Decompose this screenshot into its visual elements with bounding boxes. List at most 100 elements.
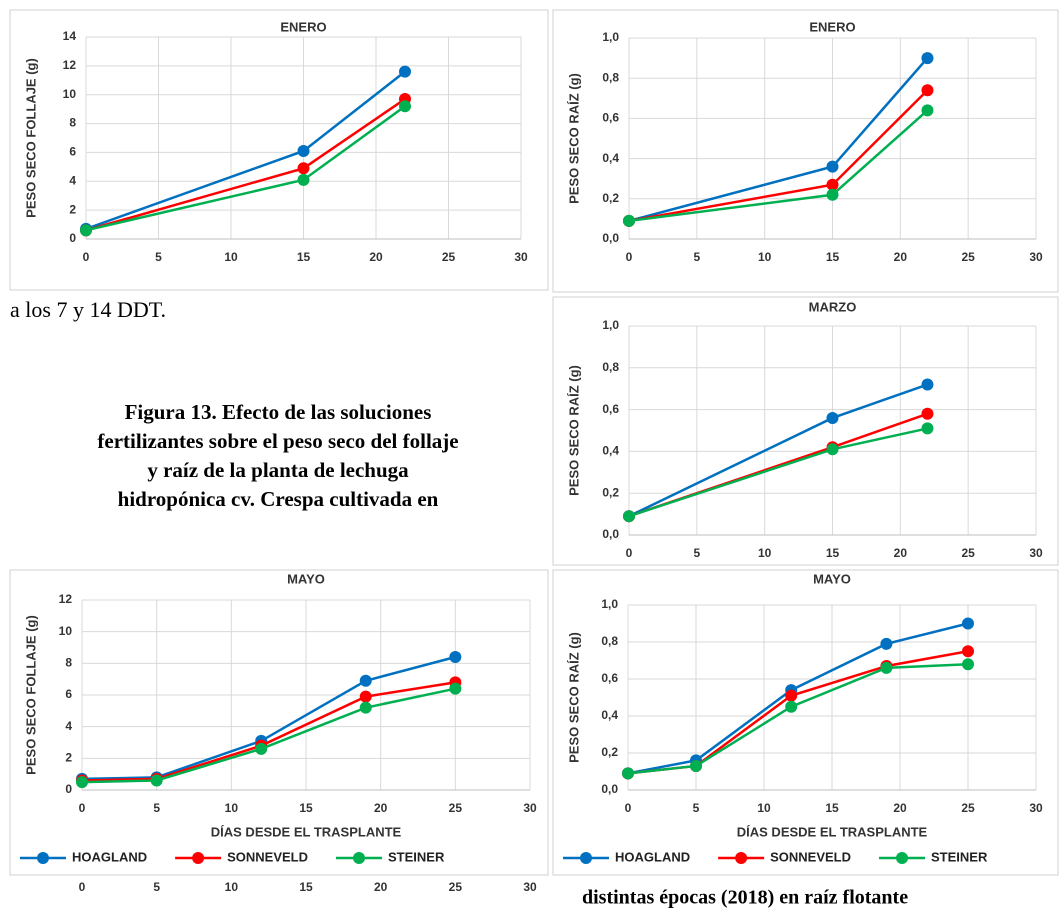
x-tick-label: 25 [961,801,975,815]
y-tick-label: 12 [63,58,77,72]
y-tick-label: 0,6 [602,402,619,416]
caption-line: Figura 13. Efecto de las soluciones [125,400,432,424]
data-point [962,645,974,658]
data-point [359,674,372,687]
y-tick-label: 12 [59,592,73,606]
x-tick-label: 25 [961,546,975,560]
y-tick-label: 10 [63,87,77,101]
y-tick-label: 0,2 [602,485,619,499]
x-tick-label: 0 [625,801,632,815]
y-tick-label: 0,4 [602,151,619,165]
data-point [962,658,974,671]
legend-marker [735,852,748,864]
y-tick-label: 2 [65,751,72,765]
x-tick-label: 10 [224,250,238,264]
data-point [449,682,462,695]
body-text: a los 7 y 14 DDT. [10,297,166,322]
y-tick-label: 0,0 [601,782,618,796]
y-tick-label: 1,0 [601,597,618,611]
data-point [297,144,310,157]
data-point [622,767,634,780]
data-point [359,701,372,714]
x-tick-label: 20 [374,801,388,815]
x-tick-label: 30 [523,801,537,815]
overlapped-tick-label: 15 [299,880,313,894]
y-tick-label: 0,0 [602,231,619,245]
x-tick-label: 10 [758,250,772,264]
y-tick-label: 8 [65,656,72,670]
data-point [826,443,839,456]
y-tick-label: 0 [65,782,72,796]
x-tick-label: 0 [626,250,633,264]
x-axis-label: DÍAS DESDE EL TRASPLANTE [737,824,928,839]
x-tick-label: 0 [79,801,86,815]
caption-line: y raíz de la planta de lechuga [147,458,409,482]
y-tick-label: 8 [69,116,76,130]
x-tick-label: 5 [693,801,700,815]
data-point [921,407,934,420]
data-point [690,759,702,772]
y-tick-label: 10 [59,624,73,638]
data-point [962,617,974,630]
legend-label: SONNEVELD [770,849,851,864]
y-tick-label: 0,8 [601,634,618,648]
data-point [785,700,798,713]
data-point [880,637,893,650]
y-tick-label: 1,0 [602,318,619,332]
y-tick-label: 0,2 [601,745,618,759]
y-axis-label: PESO SECO FOLLAJE (g) [23,615,38,775]
chart: MARZO 0,0 0,2 0,4 0,6 0,8 1,0 0 5 10 15 20 25 30 PESO … [552,296,1059,566]
x-tick-label: 15 [826,250,840,264]
chart: ENERO 0 2 4 6 8 10 12 14 0 5 10 15 20 25 30 PESO SECO FO… [9,9,549,291]
chart-title: MAYO [287,571,325,586]
x-tick-label: 25 [449,801,463,815]
y-axis-label: PESO SECO RAÍZ (g) [566,73,581,204]
legend-label: HOAGLAND [615,849,690,864]
y-tick-label: 14 [63,29,77,43]
y-tick-label: 0,8 [602,360,619,374]
data-point [255,742,268,755]
overlapped-tick-label: 10 [225,880,239,894]
data-point [76,776,88,789]
y-axis-label: PESO SECO RAÍZ (g) [566,365,581,496]
x-tick-label: 15 [299,801,313,815]
x-tick-label: 10 [758,546,772,560]
data-point [921,84,934,97]
legend-label: STEINER [388,849,445,864]
y-tick-label: 0,4 [601,708,618,722]
data-point [826,178,839,191]
x-tick-label: 15 [297,250,311,264]
chart-frame [9,9,549,291]
legend-marker [192,852,205,864]
data-point [359,690,372,703]
overlapped-tick-label: 20 [374,880,388,894]
data-point [921,378,934,391]
x-tick-label: 20 [893,801,907,815]
data-point [623,510,635,523]
x-tick-label: 5 [693,546,700,560]
y-tick-label: 0,2 [602,191,619,205]
data-point [80,224,92,237]
x-tick-label: 20 [894,546,908,560]
data-point [399,100,411,113]
y-tick-label: 0,0 [602,527,619,541]
legend-label: SONNEVELD [227,849,308,864]
caption-line: fertilizantes sobre el peso seco del fol… [97,429,458,453]
legend-label: STEINER [931,849,988,864]
y-tick-label: 2 [69,202,76,216]
chart: MAYO 0 2 4 6 8 10 12 0 5 10 15 20 25 30 PESO SECO FOLLA… [9,569,549,876]
y-tick-label: 0,6 [602,111,619,125]
x-tick-label: 20 [369,250,383,264]
chart-title: MARZO [809,299,857,314]
x-tick-label: 15 [825,801,839,815]
data-point [921,104,934,117]
x-tick-label: 30 [1029,250,1043,264]
data-point [449,651,462,663]
x-tick-label: 0 [626,546,633,560]
x-tick-label: 5 [153,801,160,815]
y-tick-label: 0,6 [601,671,618,685]
y-tick-label: 4 [65,719,72,733]
overlapped-tick-label: 25 [449,880,463,894]
overlapped-tick-label: 0 [79,880,86,894]
